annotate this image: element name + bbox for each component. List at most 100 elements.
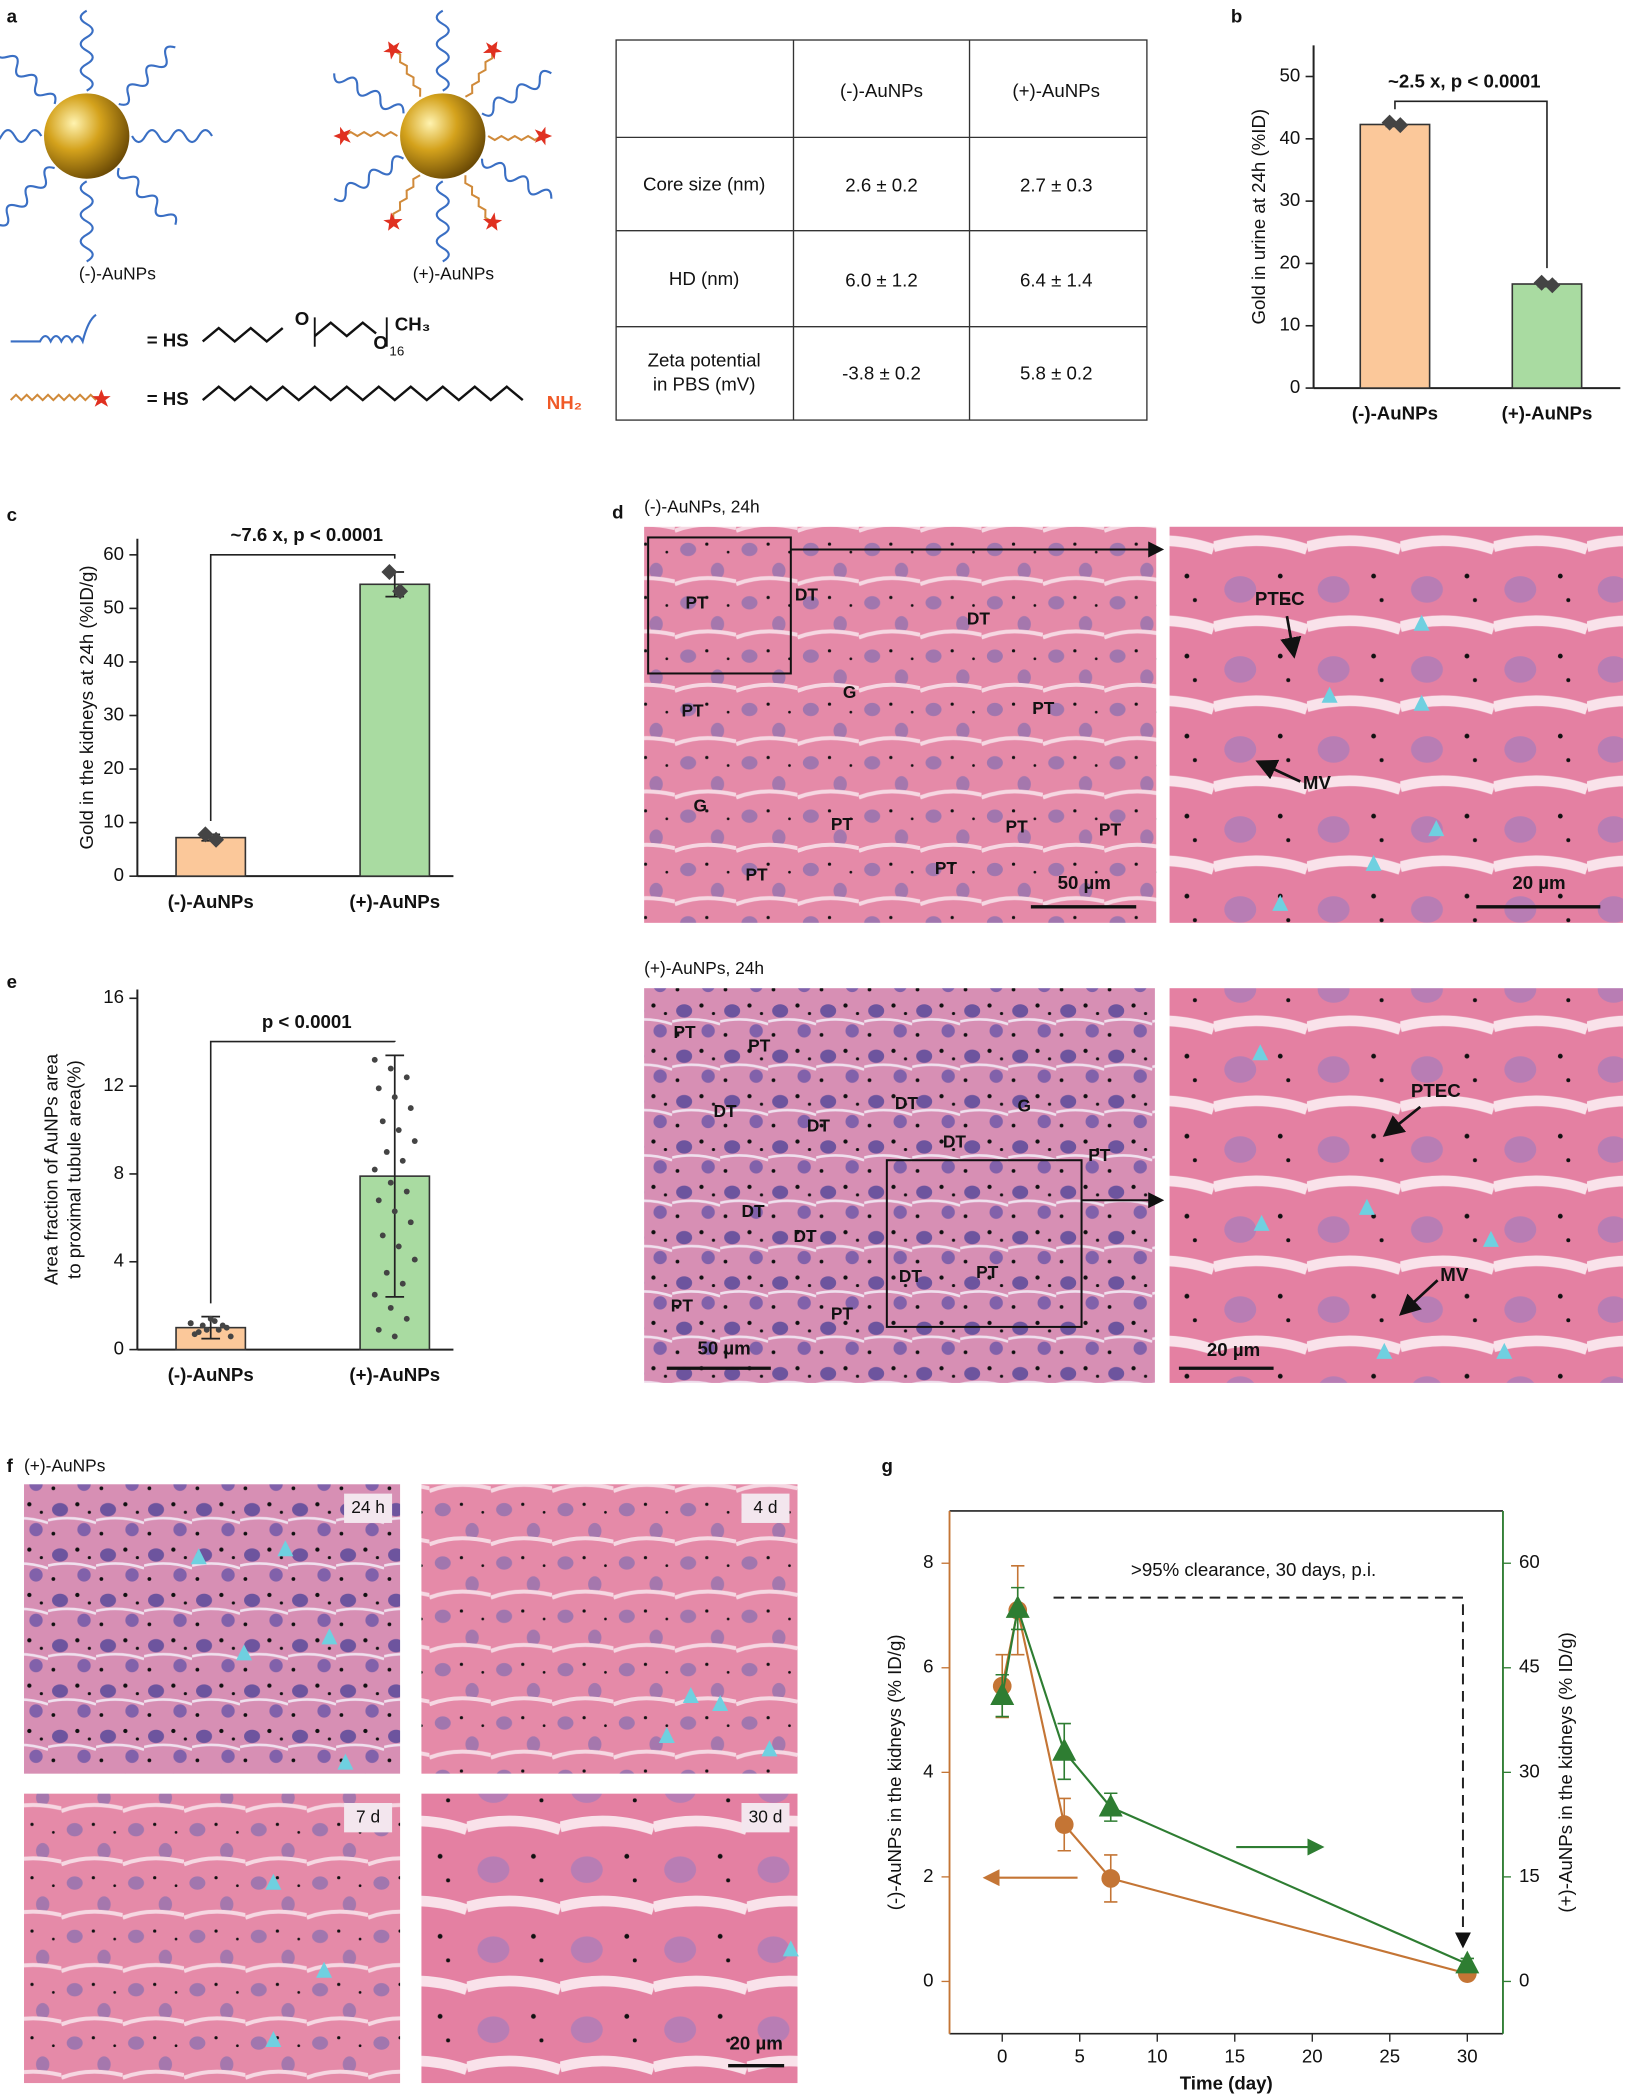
table-cell: 5.8 ± 0.2 <box>1020 363 1092 384</box>
table-header: (+)-AuNPs <box>1012 80 1100 101</box>
micrograph-title: (+)-AuNPs <box>24 1456 106 1476</box>
x-tick-label: 10 <box>1147 2046 1168 2067</box>
micrograph-title: (+)-AuNPs, 24h <box>644 958 764 978</box>
x-tick-label: 0 <box>997 2046 1007 2067</box>
table-cell: 2.6 ± 0.2 <box>845 175 917 196</box>
region-label: G <box>843 682 856 702</box>
x-tick-label: 5 <box>1075 2046 1085 2067</box>
y-tick-label: 10 <box>1279 314 1300 335</box>
panel-label: a <box>7 5 18 26</box>
region-label: DT <box>741 1201 765 1221</box>
region-label: PT <box>1099 819 1122 839</box>
x-tick-label: (+)-AuNPs <box>349 891 440 912</box>
x-tick-label: (-)-AuNPs <box>168 891 254 912</box>
data-point <box>371 1166 378 1173</box>
y-tick-label: 8 <box>923 1551 933 1572</box>
y-tick-label: 0 <box>923 1969 933 1990</box>
panel-label: d <box>612 501 623 522</box>
time-label: 24 h <box>351 1497 385 1517</box>
panel-label: c <box>7 504 17 525</box>
micrograph <box>421 1793 798 2084</box>
data-point <box>395 1127 402 1133</box>
data-point <box>187 1320 194 1327</box>
scale-label: 50 µm <box>1058 872 1111 893</box>
region-label: PT <box>831 814 854 834</box>
annotation: p < 0.0001 <box>262 1011 352 1032</box>
region-label: PT <box>935 858 958 878</box>
label-line: to proximal tubule area(%) <box>63 1060 84 1279</box>
data-point <box>381 563 398 580</box>
ligand-bonds <box>201 385 524 402</box>
y-tick-label: 8 <box>114 1162 124 1183</box>
data-point <box>407 1105 414 1112</box>
data-point <box>990 1682 1015 1706</box>
time-label: 4 d <box>753 1497 777 1517</box>
data-point <box>208 831 225 848</box>
pointer-arrow <box>1255 759 1301 783</box>
region-label: DT <box>795 585 819 605</box>
region-label: PTEC <box>1411 1080 1461 1101</box>
y-tick-label: 50 <box>103 596 124 617</box>
time-label: 30 d <box>749 1806 783 1826</box>
table-cell: 6.4 ± 1.4 <box>1020 269 1092 290</box>
region-label: PT <box>1088 1145 1111 1165</box>
data-point <box>387 1179 394 1186</box>
x-axis-label: Time (day) <box>1180 2072 1273 2093</box>
data-point <box>1544 277 1561 294</box>
y2-tick-label: 0 <box>1519 1969 1529 1990</box>
annotation: ~2.5 x, p < 0.0001 <box>1388 71 1540 92</box>
data-point <box>399 1157 406 1164</box>
ligand-atom: O <box>373 332 388 353</box>
y-tick-label: 0 <box>114 864 124 885</box>
x-tick-label: (-)-AuNPs <box>1352 403 1438 424</box>
data-point <box>199 1322 206 1329</box>
y2-tick-label: 60 <box>1519 1551 1540 1572</box>
ligand-bracket <box>313 317 388 347</box>
micrograph <box>24 1793 401 2084</box>
significance-bracket <box>1394 100 1548 269</box>
region-label: PT <box>748 1035 771 1055</box>
scale-label: 20 µm <box>730 2032 783 2053</box>
x-tick-label: 30 <box>1457 2046 1478 2067</box>
y-axis-label: Gold in urine at 24h (%ID) <box>1248 109 1269 325</box>
region-labels: PT DT DT G PT PT G PT PT PT PT PT <box>681 585 1121 885</box>
particle-label: (-)-AuNPs <box>79 263 156 283</box>
panel-label: b <box>1231 5 1242 26</box>
region-label: DT <box>895 1093 919 1113</box>
region-label: PT <box>976 1262 999 1282</box>
panel-label: e <box>7 971 17 992</box>
data-point <box>407 1219 414 1226</box>
annotation: ~7.6 x, p < 0.0001 <box>230 524 382 545</box>
data-point <box>392 583 409 600</box>
region-label: PT <box>745 865 768 885</box>
region-label: DT <box>713 1101 737 1121</box>
region-label: MV <box>1303 772 1332 793</box>
region-label: DT <box>899 1266 923 1286</box>
data-point <box>1052 1738 1077 1761</box>
micrograph <box>1169 988 1623 1383</box>
data-point <box>371 1056 378 1063</box>
bar <box>175 836 247 877</box>
data-point <box>387 1304 394 1311</box>
micrograph <box>1169 526 1623 923</box>
annotation: >95% clearance, 30 days, p.i. <box>1131 1559 1376 1580</box>
data-point <box>1005 1595 1030 1618</box>
data-point <box>395 1243 402 1250</box>
ligand-peg-icon <box>10 313 97 345</box>
nanoparticle-neg <box>0 9 214 263</box>
zoom-box <box>885 1159 1083 1328</box>
y-tick-label: 4 <box>114 1250 124 1271</box>
region-label: G <box>693 795 706 815</box>
micrograph <box>644 988 1155 1383</box>
y-tick-label: 30 <box>1279 189 1300 210</box>
region-label: PT <box>831 1303 854 1323</box>
y-tick-label: 16 <box>103 986 124 1007</box>
data-point <box>1381 114 1398 131</box>
zoom-box <box>647 536 792 675</box>
ligand-amine-icon <box>9 389 111 407</box>
data-point <box>403 1315 410 1322</box>
y-tick-label: 20 <box>103 757 124 778</box>
y2-tick-label: 15 <box>1519 1865 1540 1886</box>
data-point <box>379 1118 386 1125</box>
ligand-bonds <box>201 321 377 343</box>
